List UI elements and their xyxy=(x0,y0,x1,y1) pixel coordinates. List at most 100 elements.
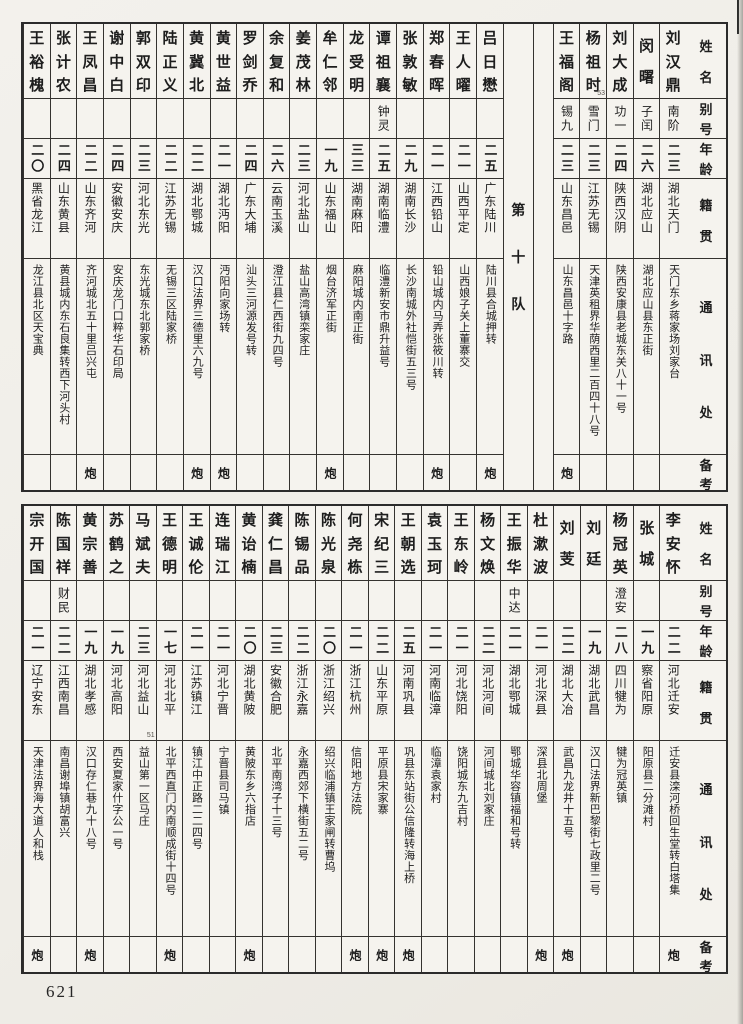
age-cell: 二二 xyxy=(50,620,77,660)
age-cell: 二二 xyxy=(554,620,580,660)
name-cell: 张计农 xyxy=(51,24,77,98)
person-native-place: 湖北武昌 xyxy=(586,664,601,716)
person-native-place: 山东平原 xyxy=(374,664,389,716)
person-column: 郑春晖二一 江西铅山 铅山城内马弄张筱川转炮 xyxy=(422,24,450,490)
remark-cell: 炮 xyxy=(553,454,580,490)
person-age: 一九 xyxy=(586,624,602,657)
age-cell: 二二 xyxy=(474,620,501,660)
native-place-cell: 安徽安庆 xyxy=(103,178,130,258)
person-age: 二一 xyxy=(29,624,45,657)
row-label-remark-text: 备考 xyxy=(699,940,713,972)
age-cell: 二六 xyxy=(633,138,660,178)
row-label-address: 通讯处 xyxy=(686,258,726,454)
person-age: 二四 xyxy=(242,142,258,175)
roster-table-squad-10-lower: 姓名别号年龄籍贯通讯处备考李安怀二二 河北迁安 迁安县滦河桥回生堂转白塔集炮张城一九… xyxy=(21,504,728,974)
address-cell: 临漳袁家村 xyxy=(421,740,448,936)
person-address: 临漳袁家村 xyxy=(429,746,442,804)
alias-cell xyxy=(289,580,315,620)
person-address: 信阳地方法院 xyxy=(349,746,362,815)
native-place-cell: 山东齐河 xyxy=(77,178,103,258)
alias-cell xyxy=(262,580,289,620)
person-name: 王振华 xyxy=(506,511,522,577)
person-address: 宁晋县司马镇 xyxy=(216,746,229,815)
person-column: 何尧栋二一 浙江杭州 信阳地方法院炮 xyxy=(341,506,368,972)
person-name: 杨冠英 xyxy=(612,511,628,577)
person-address: 汉口法界三德里六九号 xyxy=(191,264,204,379)
person-age: 二六 xyxy=(639,142,655,175)
remark-cell: 炮 xyxy=(24,936,50,972)
address-cell: 山东昌邑十字路 xyxy=(553,258,580,454)
person-name: 杨文焕 xyxy=(480,511,496,577)
row-label-remark-text: 备考 xyxy=(699,458,713,490)
native-place-cell: 安徽合肥 xyxy=(262,660,289,740)
age-cell: 二二 xyxy=(183,138,210,178)
person-age: 二一 xyxy=(214,624,230,657)
person-column: 牟仁邻一九 山东福山 烟台济军正街炮 xyxy=(316,24,343,490)
person-column: 王裕槐二〇 黑省龙江 龙江县北区天宝典 xyxy=(22,24,50,490)
person-alias: 钟灵 xyxy=(376,104,391,133)
person-native-place: 湖南临澧 xyxy=(376,182,391,234)
name-cell: 王凤昌 xyxy=(77,24,103,98)
age-cell: 二一 xyxy=(183,620,209,660)
name-cell: 李安怀 xyxy=(660,506,686,580)
name-cell: 黄世益 xyxy=(211,24,237,98)
native-place-cell: 山东平原 xyxy=(368,660,395,740)
address-cell: 汉口法界新巴黎街七政里二号 xyxy=(580,740,607,936)
person-age: 二一 xyxy=(347,624,363,657)
person-native-place: 江西南昌 xyxy=(56,664,71,716)
person-native-place: 湖北鄂城 xyxy=(189,182,204,234)
person-column: 黄世益二一 湖北沔阳 沔阳向家场转炮 xyxy=(209,24,237,490)
roster-table-squad-10-upper: 姓名别号年龄籍贯通讯处备考刘汉鼎南阶 二三 湖北天门 天门东乡蒋家场刘家台闵曙子闰 二六… xyxy=(21,22,728,492)
person-name: 连瑞江 xyxy=(214,511,230,577)
person-address: 山西娘子关上董寨交 xyxy=(457,264,470,368)
remark-cell: 炮 xyxy=(368,936,395,972)
alias-cell: 钟灵 xyxy=(370,98,397,138)
person-native-place: 安徽安庆 xyxy=(109,182,124,234)
person-age: 二一 xyxy=(506,624,522,657)
name-cell: 宗开国 xyxy=(24,506,50,580)
name-cell: 龚仁昌 xyxy=(263,506,289,580)
person-native-place: 河北盐山 xyxy=(296,182,311,234)
remark-cell xyxy=(607,936,633,972)
native-place-cell: 辽宁安东 xyxy=(24,660,50,740)
name-cell: 何尧栋 xyxy=(342,506,368,580)
alias-cell xyxy=(633,580,660,620)
address-cell: 河间城北刘家庄 xyxy=(474,740,501,936)
person-name: 张敦敏 xyxy=(402,29,418,95)
native-place-cell: 湖北应山 xyxy=(633,178,660,258)
address-cell: 镇江中正路二二四号 xyxy=(183,740,209,936)
person-age: 二〇 xyxy=(29,142,45,175)
name-cell: 刘汉鼎 xyxy=(660,24,686,98)
native-place-cell: 江苏无锡 xyxy=(580,178,607,258)
person-native-place: 河北高阳 xyxy=(109,664,124,716)
person-address: 北平南湾子十三号 xyxy=(270,746,282,838)
person-column: 王德明一七 河北北平 北平西直门内南顺成街十四号炮 xyxy=(155,506,183,972)
remark-cell xyxy=(474,936,501,972)
name-cell: 马斌夫 xyxy=(130,506,156,580)
person-column: 余复和二六 云南玉溪 澄江县仁西街九四号 xyxy=(262,24,290,490)
address-cell: 南昌谢埠镇胡富兴 xyxy=(50,740,77,936)
name-cell: 姜茂林 xyxy=(290,24,316,98)
name-cell: 宋纪三 xyxy=(369,506,395,580)
name-cell: 闵曙 xyxy=(634,24,660,98)
person-name: 龚仁昌 xyxy=(268,511,284,577)
alias-cell xyxy=(450,98,477,138)
age-cell: 二六 xyxy=(263,138,290,178)
native-place-cell: 河北东光 xyxy=(130,178,157,258)
address-cell: 长沙南城外社恺街五三号 xyxy=(397,258,423,454)
remark-cell: 炮 xyxy=(77,936,103,972)
person-age: 二九 xyxy=(402,142,418,175)
person-alias: 中达 xyxy=(507,586,522,615)
native-place-cell: 江西铅山 xyxy=(423,178,450,258)
person-column: 苏鹤之一九 河北高阳 西安夏家什字公一号 xyxy=(102,506,130,972)
address-cell: 烟台济军正街 xyxy=(317,258,343,454)
person-native-place: 河北益山 xyxy=(135,664,150,716)
name-cell: 王人曜 xyxy=(450,24,476,98)
person-native-place: 江西铅山 xyxy=(429,182,444,234)
native-place-cell: 山东昌邑 xyxy=(553,178,580,258)
alias-cell xyxy=(315,580,342,620)
person-name: 谭祖襄 xyxy=(375,29,391,95)
person-address: 永嘉西郊下横街五二号 xyxy=(296,746,309,861)
row-label-name: 姓名 xyxy=(686,24,726,98)
person-remark-artillery: 炮 xyxy=(374,948,389,961)
